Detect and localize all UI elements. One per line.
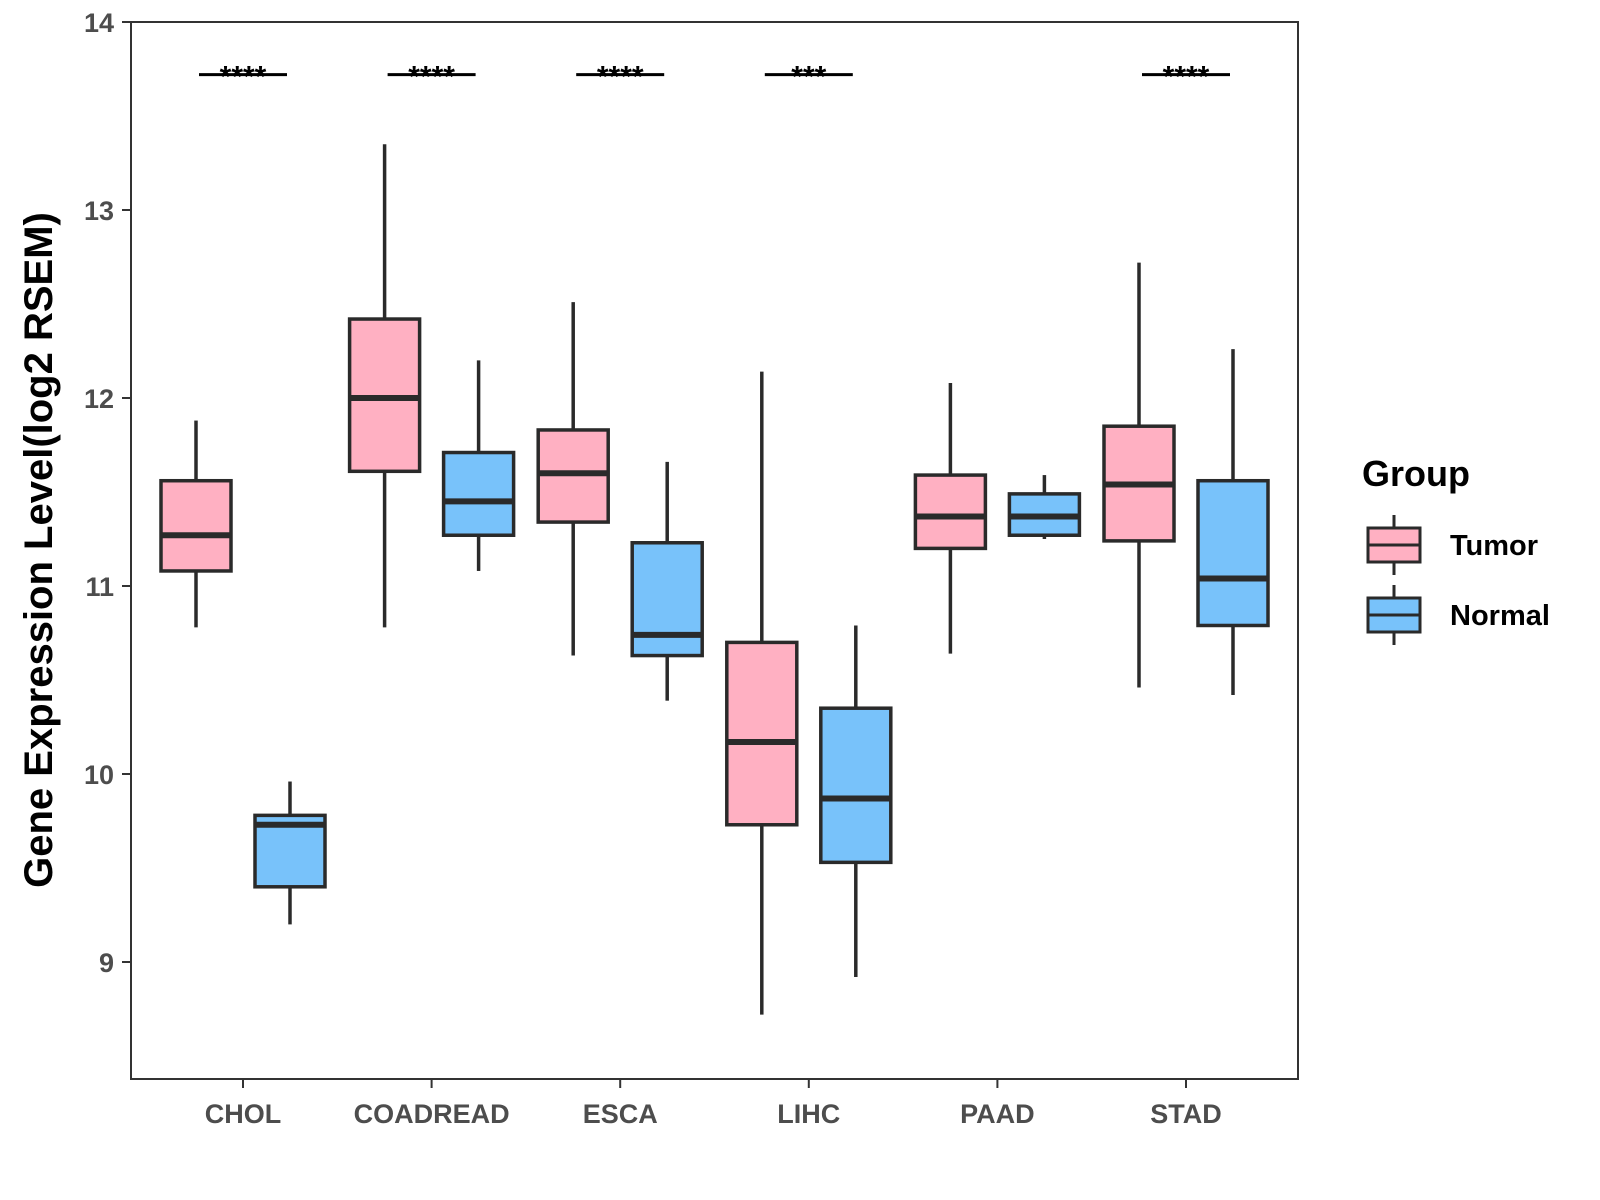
significance-label: ****: [597, 61, 644, 94]
y-axis-title: Gene Expression Level(log2 RSEM): [17, 212, 61, 888]
box-normal-esca: [630, 461, 704, 701]
box-iqr: [159, 478, 233, 573]
y-tick-label: 9: [99, 948, 114, 978]
box-iqr: [630, 541, 704, 658]
legend-entry-tumor: Tumor: [1366, 515, 1538, 575]
plot-panel: [130, 21, 1299, 1080]
x-tick-label: PAAD: [960, 1099, 1035, 1129]
y-tick-label: 11: [85, 572, 114, 602]
box-iqr: [1196, 478, 1270, 628]
box-iqr: [441, 450, 516, 537]
box-series: [159, 144, 1270, 1015]
y-tick-label: 13: [84, 196, 114, 226]
y-tick-label: 10: [84, 760, 114, 790]
significance-annotations: **** **** **** *** ****: [199, 61, 1230, 94]
significance-stad: ****: [1142, 61, 1230, 94]
box-iqr: [819, 706, 893, 865]
y-tick-label: 12: [84, 384, 114, 414]
x-tick-label: COADREAD: [354, 1099, 510, 1129]
box-tumor-chol: [159, 420, 233, 628]
significance-esca: ****: [576, 61, 665, 94]
x-tick-label: CHOL: [205, 1099, 282, 1129]
box-normal-paad: [1007, 475, 1082, 539]
legend: Group Tumor Normal: [1362, 453, 1550, 645]
significance-label: ****: [220, 61, 267, 94]
series-tumor: [159, 144, 1176, 1015]
legend-label: Tumor: [1450, 530, 1538, 562]
y-tick-label: 14: [84, 8, 114, 38]
box-iqr: [725, 640, 799, 827]
x-tick-label: LIHC: [777, 1099, 840, 1129]
box-tumor-paad: [913, 382, 988, 654]
legend-entry-normal: Normal: [1366, 585, 1550, 645]
box-tumor-esca: [536, 302, 610, 656]
box-tumor-stad: [1102, 262, 1176, 688]
significance-lihc: ***: [764, 61, 853, 94]
x-tick-label: STAD: [1150, 1099, 1222, 1129]
series-normal: [253, 349, 1270, 978]
legend-label: Normal: [1450, 600, 1550, 632]
box-tumor-coadread: [347, 144, 422, 628]
y-axis: 9 10 11 12 13 14: [84, 8, 131, 978]
significance-label: ***: [791, 61, 826, 94]
legend-title: Group: [1362, 453, 1470, 494]
box-normal-chol: [253, 781, 327, 925]
box-tumor-lihc: [725, 371, 799, 1015]
x-tick-label: ESCA: [583, 1099, 658, 1129]
x-axis: CHOL COADREAD ESCA LIHC PAAD STAD: [205, 1079, 1222, 1129]
significance-chol: ****: [199, 61, 287, 94]
box-normal-coadread: [441, 360, 516, 571]
significance-label: ****: [1163, 61, 1210, 94]
significance-label: ****: [408, 61, 455, 94]
box-normal-lihc: [819, 625, 893, 978]
box-normal-stad: [1196, 349, 1270, 696]
box-iqr: [913, 473, 988, 551]
significance-coadread: ****: [387, 61, 476, 94]
